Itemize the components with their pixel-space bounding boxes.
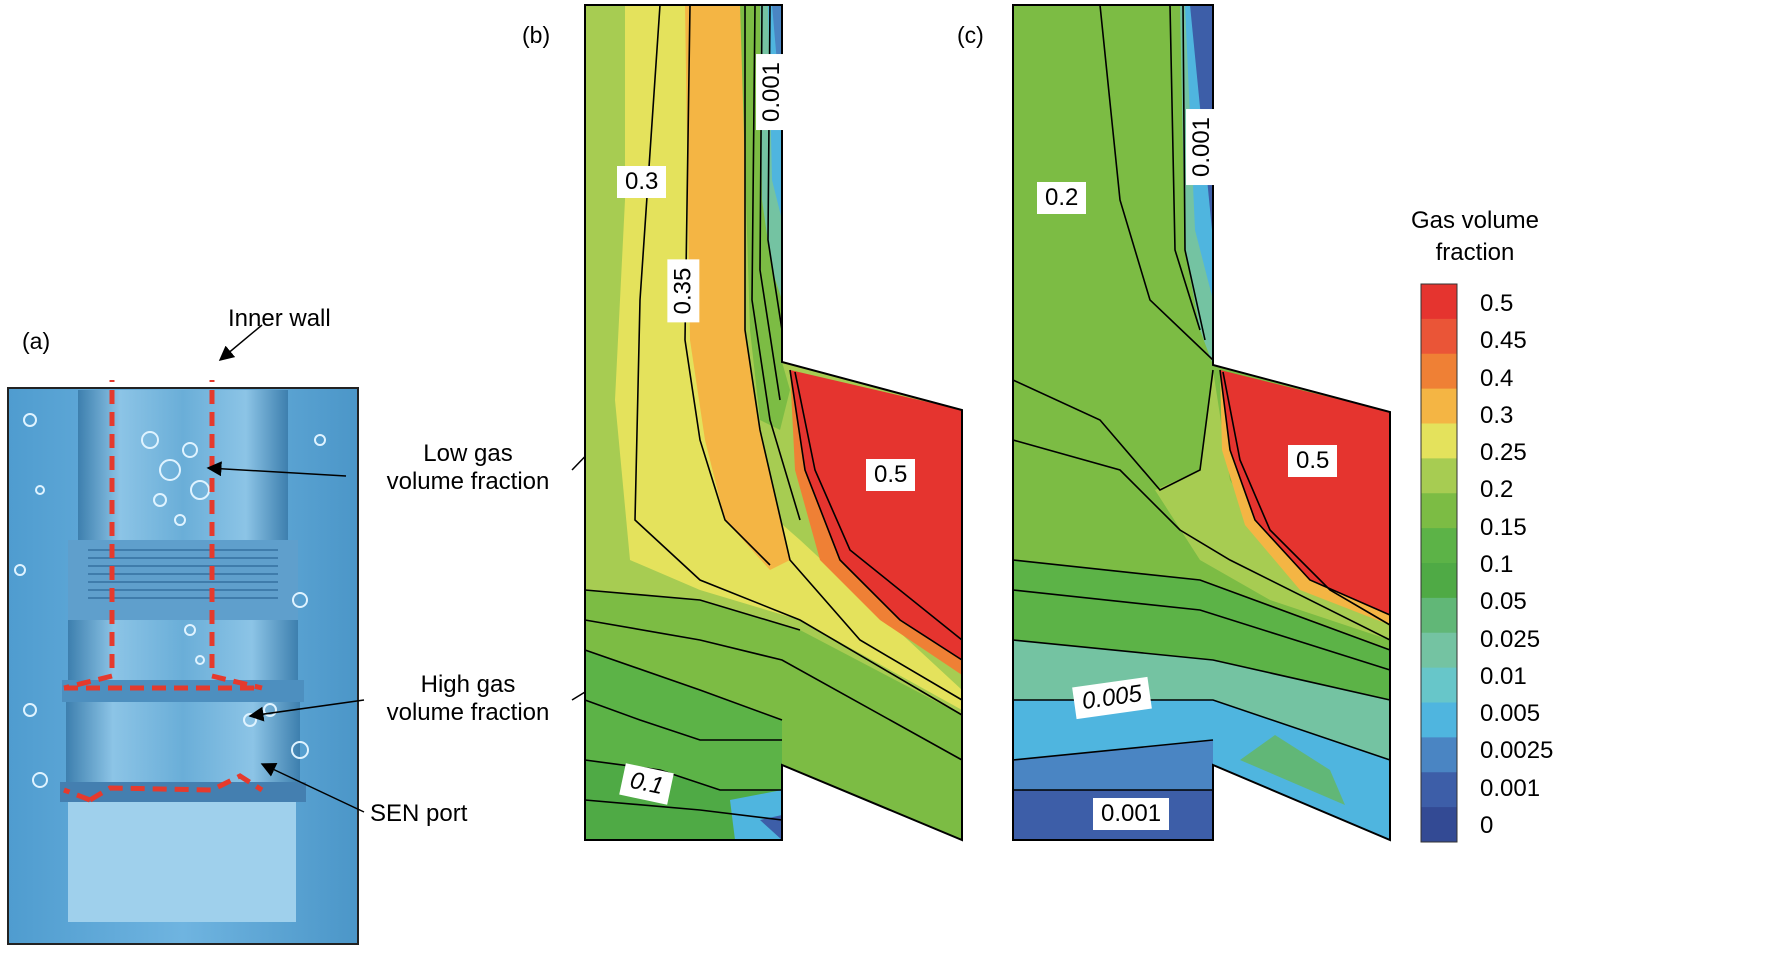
colorbar-tick-label: 0.45	[1480, 327, 1527, 355]
colorbar-swatch	[1421, 632, 1457, 669]
colorbar-swatch	[1421, 458, 1457, 494]
colorbar-swatch	[1421, 423, 1457, 459]
colorbar-swatch	[1421, 667, 1457, 703]
sen-port-label: SEN port	[370, 800, 468, 827]
colorbar-swatch	[1421, 353, 1457, 390]
contour-label-0.001-top: 0.001	[1186, 108, 1219, 186]
colorbar-tick-label: 0.15	[1480, 513, 1527, 541]
colorbar-swatch	[1421, 563, 1457, 599]
panel-b-label: (b)	[522, 22, 551, 48]
colorbar-tick-label: 0.001	[1480, 774, 1541, 802]
colorbar-title: Gas volume fraction	[1410, 207, 1540, 266]
colorbar-tick-label: 0.25	[1480, 439, 1527, 467]
colorbar-tick-label: 0.0025	[1480, 737, 1554, 765]
colorbar-tick-label: 0.05	[1480, 588, 1527, 616]
colorbar-tick-label: 0.4	[1480, 364, 1514, 392]
high-gas-label: High gas volume fraction	[386, 671, 550, 726]
sen-photograph	[7, 380, 359, 945]
colorbar-swatch	[1421, 318, 1457, 355]
colorbar-swatch	[1421, 737, 1457, 773]
colorbar-tick-label: 0.3	[1480, 401, 1514, 429]
contour-label-0.001: 0.001	[756, 53, 789, 131]
colorbar-tick-label: 0.1	[1480, 551, 1514, 578]
colorbar-border	[1420, 283, 1458, 843]
colorbar-tick-label: 0	[1480, 812, 1494, 839]
contour-label-0.5-c: 0.5	[1288, 445, 1338, 477]
colorbar	[1420, 283, 1458, 843]
colorbar-swatch	[1421, 597, 1457, 634]
contour-label-0.35: 0.35	[667, 259, 700, 323]
colorbar-swatch	[1421, 528, 1457, 564]
panel-c-label: (c)	[957, 22, 984, 48]
colorbar-tick-label: 0.025	[1480, 625, 1541, 653]
contour-label-0.5: 0.5	[866, 459, 916, 491]
colorbar-swatch	[1421, 284, 1457, 320]
colorbar-swatch	[1421, 807, 1457, 843]
contour-label-0.2: 0.2	[1037, 182, 1087, 214]
colorbar-swatch	[1421, 772, 1457, 808]
panel-b-contour	[584, 4, 963, 842]
inner-wall-label: Inner wall	[228, 305, 331, 332]
colorbar-swatch	[1421, 388, 1457, 424]
contour-label-0.001-bottom: 0.001	[1093, 798, 1170, 830]
contour-label-0.3: 0.3	[617, 166, 667, 198]
colorbar-tick-label: 0.005	[1480, 700, 1541, 728]
colorbar-tick-label: 0.5	[1480, 290, 1514, 317]
colorbar-tick-label: 0.2	[1480, 476, 1514, 504]
panel-a-label: (a)	[22, 328, 51, 354]
low-gas-label: Low gas volume fraction	[386, 440, 550, 495]
colorbar-tick-label: 0.01	[1480, 662, 1527, 690]
colorbar-swatch	[1421, 702, 1457, 738]
colorbar-swatch	[1421, 493, 1457, 529]
